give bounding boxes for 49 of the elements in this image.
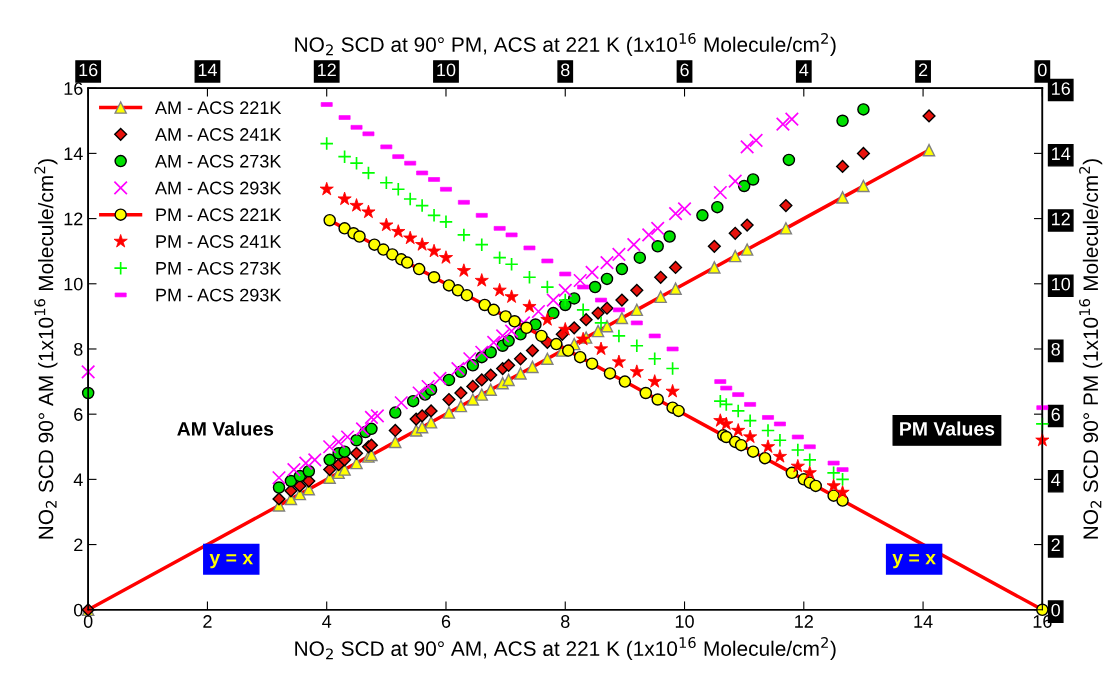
y-tick-label: 4 (73, 473, 83, 486)
legend-label: AM - ACS 221K (155, 101, 282, 115)
x2-tick-label: 10 (437, 63, 456, 77)
x-tick-label: 4 (322, 615, 332, 628)
y2-axis-title: NO$_{2}$ SCD 90° PM (1x10$^{16}$ Molecule/cm$^{2}$) (1079, 159, 1103, 539)
x2-tick-label: 2 (918, 63, 928, 77)
y-tick-label: 8 (74, 342, 83, 356)
annotation: y = x (892, 553, 936, 569)
y2-tick-label: 0 (1051, 603, 1061, 617)
x2-tick-label: 12 (318, 63, 336, 77)
y-tick-label: 10 (64, 277, 83, 291)
x2-tick-label: 14 (198, 63, 217, 77)
legend-label: AM - ACS 241K (155, 128, 282, 141)
legend-label: AM - ACS 293K (155, 181, 282, 195)
y2-tick-label: 10 (1052, 277, 1071, 291)
x-tick-label: 10 (675, 615, 694, 628)
x-tick-label: 12 (795, 615, 813, 628)
y-tick-label: 0 (73, 603, 83, 617)
x-tick-label: 8 (561, 615, 570, 628)
y-tick-label: 16 (64, 82, 83, 95)
y2-tick-label: 2 (1051, 538, 1060, 552)
legend-label: AM - ACS 273K (155, 154, 282, 168)
annotation: PM Values (900, 421, 995, 436)
x-tick-label: 2 (203, 615, 212, 628)
y2-tick-label: 6 (1051, 408, 1060, 421)
x-tick-label: 6 (441, 615, 451, 628)
x2-tick-label: 0 (1038, 63, 1047, 77)
annotation: AM Values (177, 421, 274, 436)
x-axis-title: NO$_{2}$ SCD at 90° AM, ACS at 221 K (1x10$^{16}$ Molecule/cm$^{2}$) (295, 637, 836, 661)
annotation: y = x (209, 553, 254, 569)
y-tick-label: 6 (74, 408, 83, 421)
y2-tick-label: 4 (1051, 473, 1061, 486)
x2-axis-title: NO$_{2}$ SCD at 90° PM, ACS at 221 K (1x10$^{16}$ Molecule/cm$^{2}$) (295, 32, 836, 57)
x2-tick-label: 6 (680, 63, 689, 77)
y2-tick-label: 14 (1052, 147, 1071, 160)
x2-tick-label: 4 (799, 63, 809, 77)
legend-label: PM - ACS 241K (156, 235, 282, 248)
y-tick-label: 14 (64, 147, 83, 160)
legend-label: PM - ACS 293K (156, 288, 282, 302)
y2-tick-label: 16 (1052, 82, 1070, 95)
x2-tick-label: 8 (561, 63, 570, 77)
y-tick-label: 2 (74, 538, 83, 552)
y2-tick-label: 8 (1051, 342, 1060, 356)
x-tick-label: 14 (914, 615, 933, 628)
legend-label: PM - ACS 221K (156, 208, 282, 222)
legend-label: PM - ACS 273K (156, 261, 282, 275)
y2-tick-label: 12 (1052, 212, 1070, 226)
y-axis-title: NO$_{2}$ SCD 90° AM (1x10$^{16}$ Molecule/cm$^{2}$) (34, 159, 58, 539)
y-tick-label: 12 (64, 212, 83, 226)
